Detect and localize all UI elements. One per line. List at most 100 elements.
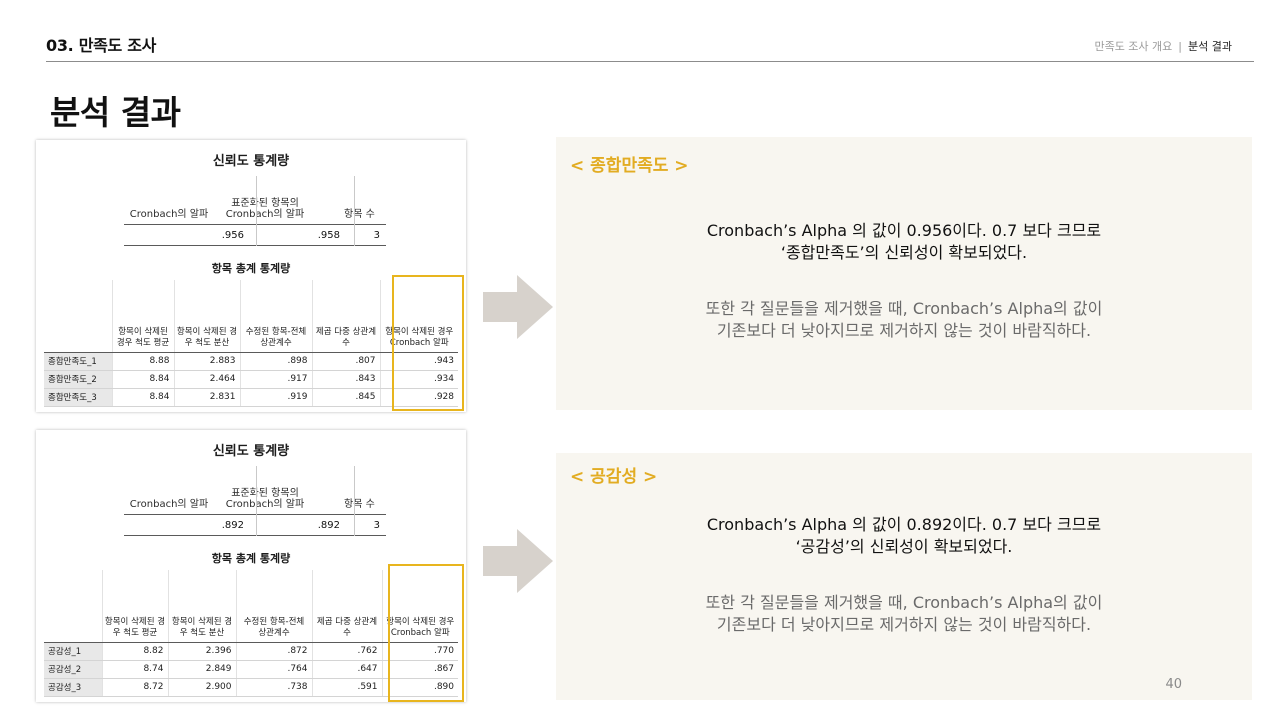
table-column-divider (256, 466, 257, 536)
text-line: ‘종합만족도’의 신뢰성이 확보되었다. (780, 243, 1028, 262)
cell-scale-mean: 8.74 (101, 660, 168, 679)
item-total-table-title: 항목 총계 통계량 (211, 262, 291, 275)
cell-scale-variance: 2.849 (167, 660, 236, 679)
cell-scale-variance: 2.883 (173, 352, 240, 371)
interpretation-sub-text: 또한 각 질문들을 제거했을 때, Cronbach’s Alpha의 값이 기… (556, 298, 1252, 342)
cell-scale-mean: 8.82 (101, 642, 168, 661)
header-scale-mean-if-deleted: 항목이 삭제된 경우 척도 평균 (101, 570, 168, 643)
text-line: 또한 각 질문들을 제거했을 때, Cronbach’s Alpha의 값이 (705, 299, 1103, 318)
table-row: 공감성_1 8.82 2.396 .872 .762 .770 (44, 642, 458, 661)
text-line: Cronbach’s Alpha 의 값이 0.892이다. 0.7 보다 크므… (706, 515, 1102, 534)
item-total-table: 항목이 삭제된 경우 척도 평균 항목이 삭제된 경우 척도 분산 수정된 항목… (44, 280, 458, 407)
value-cronbach-alpha: .956 (221, 230, 244, 241)
header-scale-mean-if-deleted: 항목이 삭제된 경우 척도 평균 (111, 280, 174, 353)
cell-scale-variance: 2.831 (173, 388, 240, 407)
cell-item-total-correlation: .919 (239, 388, 312, 407)
cell-scale-variance: 2.900 (167, 678, 236, 697)
header-squared-multiple-correlation: 제곱 다중 상관계수 (311, 280, 380, 353)
item-total-table-title: 항목 총계 통계량 (211, 552, 291, 565)
cell-item-total-correlation: .917 (239, 370, 312, 389)
cell-alpha-if-deleted: .928 (379, 388, 458, 407)
reliability-table-values: .892 .892 3 (124, 516, 386, 536)
header-scale-variance-if-deleted: 항목이 삭제된 경우 척도 분산 (173, 280, 240, 353)
cell-scale-variance: 2.396 (167, 642, 236, 661)
header-alpha-if-deleted: 항목이 삭제된 경우 Cronbach 알파 (381, 570, 458, 643)
table-row: 종합만족도_2 8.84 2.464 .917 .843 .934 (44, 370, 458, 389)
cell-squared-correlation: .843 (311, 370, 380, 389)
cell-item-total-correlation: .738 (235, 678, 312, 697)
reliability-table-header: Cronbach의 알파 표준화된 항목의 Cronbach의 알파 항목 수 (124, 176, 386, 225)
interpretation-sub-text: 또한 각 질문들을 제거했을 때, Cronbach’s Alpha의 값이 기… (556, 592, 1252, 636)
right-arrow-icon (483, 529, 553, 593)
header-standardized-alpha: 표준화된 항목의 Cronbach의 알파 (225, 198, 305, 220)
header-standardized-alpha: 표준화된 항목의 Cronbach의 알파 (225, 488, 305, 510)
interpretation-panel-empathy: < 공감성 > Cronbach’s Alpha 의 값이 0.892이다. 0… (556, 453, 1252, 700)
table-row: 종합만족도_3 8.84 2.831 .919 .845 .928 (44, 388, 458, 407)
value-standardized-alpha: .892 (317, 520, 340, 531)
cell-squared-correlation: .762 (311, 642, 382, 661)
header-cronbach-alpha: Cronbach의 알파 (129, 209, 209, 220)
header-corrected-item-total-correlation: 수정된 항목-전체 상관계수 (239, 280, 312, 353)
cell-scale-mean: 8.88 (111, 352, 174, 371)
header-corrected-item-total-correlation: 수정된 항목-전체 상관계수 (235, 570, 312, 643)
header-row-label (44, 280, 112, 353)
section-label: 03. 만족도 조사 (46, 36, 157, 55)
header-row-label (44, 570, 102, 643)
value-item-count: 3 (373, 230, 380, 241)
cell-alpha-if-deleted: .943 (379, 352, 458, 371)
row-label: 공감성_2 (44, 660, 102, 679)
value-cronbach-alpha: .892 (221, 520, 244, 531)
cell-scale-variance: 2.464 (173, 370, 240, 389)
cell-alpha-if-deleted: .890 (381, 678, 458, 697)
cell-squared-correlation: .807 (311, 352, 380, 371)
breadcrumb-item-overview[interactable]: 만족도 조사 개요 (1094, 40, 1173, 53)
header-item-count: 항목 수 (344, 209, 375, 220)
interpretation-main-text: Cronbach’s Alpha 의 값이 0.956이다. 0.7 보다 크므… (556, 220, 1252, 264)
reliability-table-title: 신뢰도 통계량 (212, 444, 290, 459)
cell-squared-correlation: .591 (311, 678, 382, 697)
row-label: 종합만족도_1 (44, 352, 112, 371)
cell-scale-mean: 8.84 (111, 370, 174, 389)
header-divider (46, 61, 1254, 62)
reliability-table-header: Cronbach의 알파 표준화된 항목의 Cronbach의 알파 항목 수 (124, 466, 386, 515)
table-header-row: 항목이 삭제된 경우 척도 평균 항목이 삭제된 경우 척도 분산 수정된 항목… (44, 570, 458, 643)
cell-scale-mean: 8.72 (101, 678, 168, 697)
item-total-table: 항목이 삭제된 경우 척도 평균 항목이 삭제된 경우 척도 분산 수정된 항목… (44, 570, 458, 697)
page-title: 분석 결과 (50, 93, 181, 132)
right-arrow-icon (483, 275, 553, 339)
table-row: 종합만족도_1 8.88 2.883 .898 .807 .943 (44, 352, 458, 371)
interpretation-panel-overall-satisfaction: < 종합만족도 > Cronbach’s Alpha 의 값이 0.956이다.… (556, 137, 1252, 410)
cell-item-total-correlation: .898 (239, 352, 312, 371)
text-line: 기존보다 더 낮아지므로 제거하지 않는 것이 바람직하다. (716, 615, 1092, 634)
header-cronbach-alpha: Cronbach의 알파 (129, 499, 209, 510)
reliability-table-title: 신뢰도 통계량 (212, 154, 290, 169)
reliability-table-values: .956 .958 3 (124, 226, 386, 246)
cell-alpha-if-deleted: .867 (381, 660, 458, 679)
breadcrumb: 만족도 조사 개요 | 분석 결과 (1094, 38, 1232, 54)
cell-squared-correlation: .647 (311, 660, 382, 679)
row-label: 공감성_3 (44, 678, 102, 697)
text-line: 기존보다 더 낮아지므로 제거하지 않는 것이 바람직하다. (716, 321, 1092, 340)
reliability-panel-overall-satisfaction: 신뢰도 통계량 Cronbach의 알파 표준화된 항목의 Cronbach의 … (36, 140, 466, 412)
cell-item-total-correlation: .872 (235, 642, 312, 661)
cell-squared-correlation: .845 (311, 388, 380, 407)
page-number: 40 (1165, 677, 1182, 692)
value-standardized-alpha: .958 (317, 230, 340, 241)
header-item-count: 항목 수 (344, 499, 375, 510)
interpretation-heading: < 종합만족도 > (570, 156, 689, 176)
row-label: 종합만족도_2 (44, 370, 112, 389)
text-line: 또한 각 질문들을 제거했을 때, Cronbach’s Alpha의 값이 (705, 593, 1103, 612)
breadcrumb-item-current[interactable]: 분석 결과 (1188, 40, 1232, 53)
header-squared-multiple-correlation: 제곱 다중 상관계수 (311, 570, 382, 643)
interpretation-heading: < 공감성 > (570, 467, 658, 487)
reliability-panel-empathy: 신뢰도 통계량 Cronbach의 알파 표준화된 항목의 Cronbach의 … (36, 430, 466, 702)
value-item-count: 3 (373, 520, 380, 531)
text-line: ‘공감성’의 신뢰성이 확보되었다. (795, 537, 1013, 556)
text-line: Cronbach’s Alpha 의 값이 0.956이다. 0.7 보다 크므… (706, 221, 1102, 240)
table-row: 공감성_3 8.72 2.900 .738 .591 .890 (44, 678, 458, 697)
table-column-divider (354, 466, 355, 536)
cell-alpha-if-deleted: .770 (381, 642, 458, 661)
interpretation-main-text: Cronbach’s Alpha 의 값이 0.892이다. 0.7 보다 크므… (556, 514, 1252, 558)
breadcrumb-separator: | (1178, 40, 1183, 53)
table-column-divider (354, 176, 355, 246)
